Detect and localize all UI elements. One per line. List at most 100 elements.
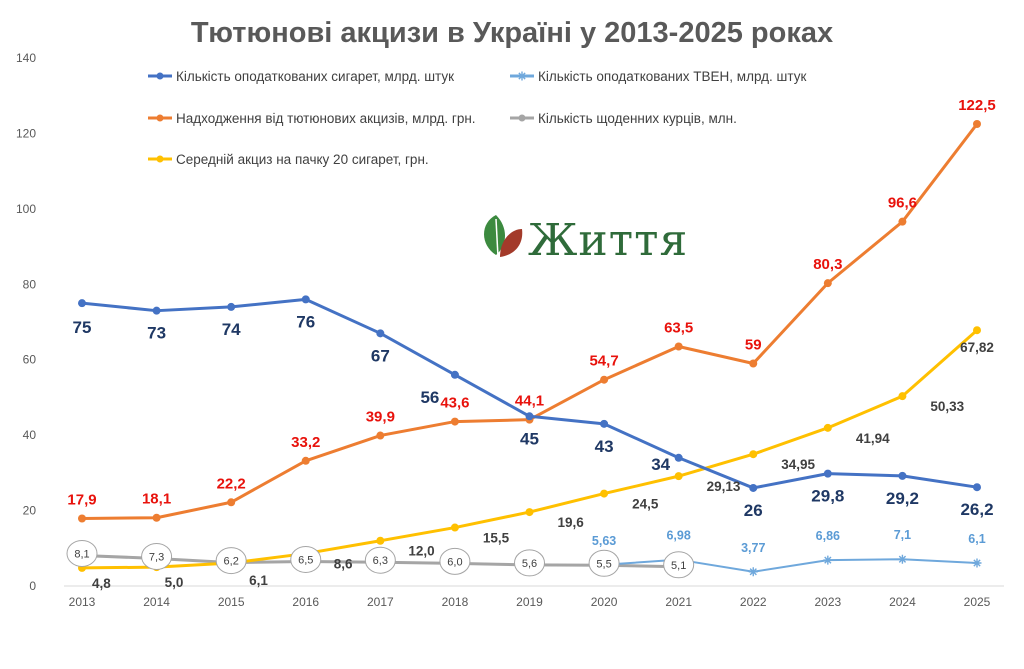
data-point	[823, 555, 833, 565]
data-label: 39,9	[366, 409, 395, 426]
data-label: 6,3	[373, 555, 388, 567]
x-tick-label: 2019	[516, 595, 543, 609]
data-label: 24,5	[632, 497, 659, 512]
data-label-bubble	[439, 547, 471, 575]
legend-label: Надходження від тютюнових акцизів, млрд.…	[176, 111, 476, 126]
data-point	[600, 375, 609, 384]
data-label: 43,6	[440, 395, 469, 412]
data-label: 59	[745, 336, 762, 353]
data-label-bubble	[215, 547, 247, 575]
data-point	[525, 412, 534, 421]
data-point	[600, 489, 609, 498]
data-point	[301, 456, 310, 465]
leaf-icon	[484, 215, 505, 255]
data-label: 6,1	[968, 532, 985, 546]
data-label: 7,1	[894, 528, 911, 542]
data-point	[748, 567, 758, 577]
data-label: 19,6	[558, 515, 585, 530]
data-point	[823, 423, 832, 432]
data-label-bubble	[66, 539, 98, 567]
data-point	[376, 431, 385, 440]
x-tick-label: 2023	[814, 595, 841, 609]
y-tick-label: 140	[16, 51, 36, 65]
data-label: 6,98	[666, 529, 690, 543]
leaf-icon	[500, 229, 523, 257]
data-point	[525, 508, 534, 517]
data-point	[376, 329, 385, 338]
data-label-bubble	[141, 542, 173, 570]
data-label: 5,6	[522, 558, 537, 570]
data-point	[152, 513, 161, 522]
data-point	[376, 536, 385, 545]
data-label: 15,5	[483, 531, 510, 546]
x-tick-label: 2022	[740, 595, 767, 609]
data-label-bubble	[290, 545, 322, 573]
data-label: 43	[595, 437, 614, 456]
data-point	[78, 514, 86, 523]
legend-label: Кількість оподаткованих ТВЕН, млрд. штук	[538, 69, 806, 84]
data-label: 41,94	[856, 431, 890, 446]
data-label: 76	[296, 312, 315, 331]
data-point	[227, 302, 236, 311]
y-tick-label: 40	[23, 428, 37, 442]
x-tick-label: 2018	[442, 595, 469, 609]
data-label-bubble	[663, 551, 695, 579]
data-point	[674, 472, 683, 481]
data-label: 3,77	[741, 541, 765, 555]
y-axis: 0 20 40 60 80 100 120 140	[16, 51, 36, 593]
data-point	[301, 295, 310, 304]
y-tick-label: 80	[23, 277, 37, 291]
data-point	[749, 483, 758, 492]
data-label: 26,2	[960, 500, 993, 519]
x-axis: 2013 2014 2015 2016 2017 2018 2019 2020 2021 2022…	[69, 595, 991, 609]
data-label: 80,3	[813, 256, 842, 273]
data-label-bubble	[514, 549, 545, 577]
legend-item: Кількість оподаткованих сигарет, млрд. ш…	[148, 69, 454, 84]
data-label: 5,63	[592, 534, 616, 548]
series-line	[81, 123, 979, 520]
data-label: 45	[520, 429, 539, 448]
data-label: 34,95	[781, 457, 815, 472]
data-point	[749, 359, 758, 368]
data-label: 6,0	[447, 556, 462, 568]
leaf-stem	[495, 218, 499, 258]
data-label: 29,13	[707, 479, 741, 494]
data-point	[450, 523, 459, 532]
data-label: 5,1	[671, 560, 686, 572]
legend-label: Середній акциз на пачку 20 сигарет, грн.	[176, 152, 429, 167]
data-point	[227, 498, 236, 507]
data-label: 63,5	[664, 320, 693, 337]
data-point	[823, 469, 832, 478]
legend-label: Кількість оподаткованих сигарет, млрд. ш…	[176, 69, 454, 84]
data-label: 6,86	[816, 529, 840, 543]
data-label: 5,5	[596, 558, 611, 570]
series-labels: 75 73 74 76 67 56 45 43 34 26 29,8 29,2 26,2 5,63 6,98…	[66, 97, 996, 591]
series-markers	[78, 120, 982, 577]
data-point	[973, 326, 981, 335]
data-label: 75	[73, 318, 92, 337]
data-label: 96,6	[888, 195, 917, 212]
data-label: 6,2	[224, 556, 239, 568]
data-label: 67,82	[960, 340, 994, 355]
legend-swatch-marker	[518, 114, 526, 122]
x-tick-label: 2020	[591, 595, 618, 609]
data-label: 8,6	[334, 557, 353, 572]
data-label: 17,9	[67, 491, 96, 508]
data-label: 50,33	[930, 399, 964, 414]
data-label-bubble	[364, 546, 396, 574]
series-line	[81, 329, 978, 570]
x-tick-label: 2013	[69, 595, 96, 609]
data-label: 18,1	[142, 491, 171, 508]
y-tick-label: 20	[23, 504, 37, 518]
legend-swatch-marker	[156, 72, 164, 80]
data-point	[898, 217, 907, 226]
data-point	[973, 483, 981, 492]
data-point	[152, 306, 161, 315]
data-label: 7,3	[149, 551, 164, 563]
data-point	[749, 450, 758, 459]
data-point	[897, 554, 907, 564]
legend-item: Середній акциз на пачку 20 сигарет, грн.	[148, 152, 429, 167]
data-label: 4,8	[92, 576, 111, 591]
data-label: 73	[147, 324, 166, 343]
